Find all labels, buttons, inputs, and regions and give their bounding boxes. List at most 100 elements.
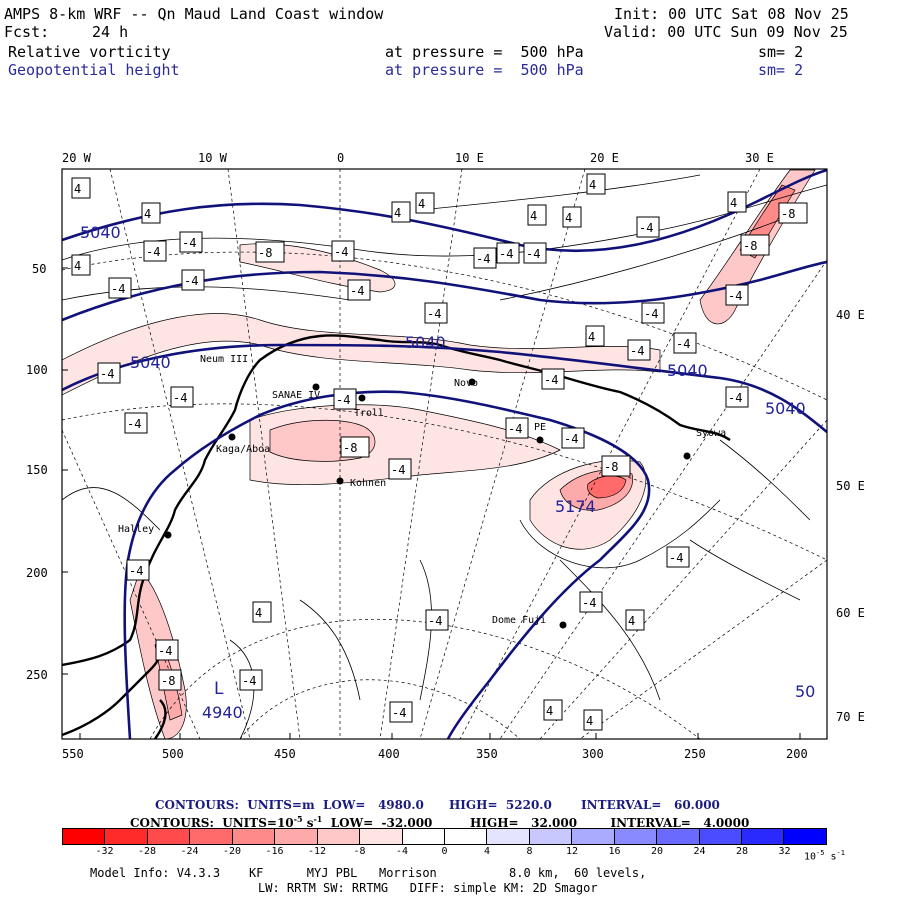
vorticity-label: -8 xyxy=(158,669,182,691)
colorbar-tick-label: 4 xyxy=(484,846,491,857)
vorticity-label: -4 xyxy=(627,339,651,361)
svg-text:-8: -8 xyxy=(258,246,272,260)
init-time: Init: 00 UTC Sat 08 Nov 25 xyxy=(614,5,849,23)
svg-text:-4: -4 xyxy=(334,245,348,259)
valid-time: Valid: 00 UTC Sun 09 Nov 25 xyxy=(604,23,848,41)
vorticity-label: -8 xyxy=(255,241,285,263)
field2-level: at pressure = 500 hPa xyxy=(385,61,584,79)
bottom-tick-label: 400 xyxy=(378,747,400,761)
right-tick-label: 60 E xyxy=(836,606,865,620)
colorbar-swatch xyxy=(105,829,148,844)
svg-text:-4: -4 xyxy=(669,551,683,565)
vorticity-label: -4 xyxy=(333,388,357,410)
vorticity-label: 4 xyxy=(586,173,606,195)
vorticity-label: 4 xyxy=(141,202,161,224)
colorbar-swatch xyxy=(147,829,191,844)
vorticity-label: 4 xyxy=(727,191,747,213)
colorbar-swatch xyxy=(572,829,615,844)
colorbar-swatch xyxy=(190,829,233,844)
colorbar-tick-label: -28 xyxy=(138,846,157,857)
top-tick-label: 0 xyxy=(337,151,344,165)
svg-text:-8: -8 xyxy=(343,441,357,455)
svg-text:-4: -4 xyxy=(146,245,160,259)
svg-text:-8: -8 xyxy=(161,674,175,688)
map-field: Neum III SANAE IV Troll Novo PE Syowa Ko… xyxy=(62,169,827,739)
svg-text:4: 4 xyxy=(730,196,737,210)
station-halley: Halley xyxy=(118,524,154,535)
svg-text:-4: -4 xyxy=(427,307,441,321)
colorbar-tick-label: -4 xyxy=(396,846,409,857)
colorbar-swatch xyxy=(487,829,530,844)
svg-text:4: 4 xyxy=(394,206,401,220)
left-tick-label: 150 xyxy=(26,463,48,477)
bottom-tick-label: 200 xyxy=(786,747,808,761)
svg-text:-4: -4 xyxy=(392,706,406,720)
svg-text:-4: -4 xyxy=(544,373,558,387)
field2-name: Geopotential height xyxy=(8,61,180,79)
station-domefuji: Dome Fuji xyxy=(492,615,546,626)
svg-text:4: 4 xyxy=(565,211,572,225)
colorbar-tick-label: 24 xyxy=(693,846,706,857)
height-label: 5174 xyxy=(555,497,596,516)
height-label: 5040 xyxy=(80,223,121,242)
top-tick-label: 10 W xyxy=(198,151,228,165)
tick-marks xyxy=(62,267,801,739)
colorbar-tick-label: -8 xyxy=(353,846,366,857)
colorbar-tick-label: 16 xyxy=(608,846,621,857)
station-kohnen: Kohnen xyxy=(350,478,386,489)
station-novo: Novo xyxy=(454,378,478,389)
svg-text:-4: -4 xyxy=(644,307,658,321)
vorticity-label: -4 xyxy=(108,277,132,299)
left-tick-label: 50 xyxy=(32,262,46,276)
vorticity-label: 4 xyxy=(585,325,605,347)
colorbar-swatch xyxy=(402,829,445,844)
svg-text:4: 4 xyxy=(546,704,553,718)
vorticity-label: -4 xyxy=(143,240,167,262)
height-label: 5040 xyxy=(765,399,806,418)
svg-text:-8: -8 xyxy=(743,239,757,253)
vorticity-label: 4 xyxy=(391,201,411,223)
svg-text:-4: -4 xyxy=(127,417,141,431)
vorticity-label: -4 xyxy=(155,639,179,661)
svg-text:-4: -4 xyxy=(182,236,196,250)
svg-text:-4: -4 xyxy=(428,614,442,628)
vorticity-label: -4 xyxy=(579,591,603,613)
svg-text:-4: -4 xyxy=(129,564,143,578)
vorticity-label: -4 xyxy=(505,417,529,439)
bottom-tick-label: 500 xyxy=(162,747,184,761)
station-kaga: Kaga/Aboa xyxy=(216,444,270,455)
svg-text:-4: -4 xyxy=(639,221,653,235)
right-tick-label: 40 E xyxy=(836,308,865,322)
colorbar-tick-label: -32 xyxy=(95,846,114,857)
colorbar-swatch xyxy=(275,829,318,844)
vorticity-label: -4 xyxy=(124,412,148,434)
vorticity-label: -4 xyxy=(541,368,565,390)
colorbar-tick-label: 0 xyxy=(441,846,448,857)
station-troll: Troll xyxy=(354,408,384,419)
colorbar-tick-label: 32 xyxy=(778,846,791,857)
field1-smoothing: sm= 2 xyxy=(758,43,804,61)
vorticity-label: 4 xyxy=(71,177,91,199)
vorticity-label: 4 xyxy=(543,699,563,721)
plot-frame xyxy=(61,168,828,740)
vorticity-label: -4 xyxy=(523,242,547,264)
height-contours xyxy=(62,169,827,739)
vorticity-label: -4 xyxy=(126,559,150,581)
map-title: AMPS 8-km WRF -- Qn Maud Land Coast wind… xyxy=(4,5,384,23)
vorticity-label: -4 xyxy=(496,242,520,264)
bottom-tick-label: 550 xyxy=(62,747,84,761)
svg-text:-4: -4 xyxy=(336,393,350,407)
svg-text:-4: -4 xyxy=(350,284,364,298)
model-info: Model Info: V4.3.3 KF MYJ PBL Morrison 8… xyxy=(90,866,647,880)
svg-text:-4: -4 xyxy=(158,644,172,658)
bottom-tick-label: 250 xyxy=(684,747,706,761)
field1-level: at pressure = 500 hPa xyxy=(385,43,584,61)
station-markers xyxy=(164,378,691,629)
physics-info: LW: RRTM SW: RRTMG DIFF: simple KM: 2D S… xyxy=(258,881,598,895)
svg-text:4: 4 xyxy=(588,330,595,344)
graticule xyxy=(62,169,827,739)
vorticity-label: 4 xyxy=(527,204,547,226)
svg-text:4: 4 xyxy=(418,197,425,211)
svg-text:4: 4 xyxy=(255,606,262,620)
